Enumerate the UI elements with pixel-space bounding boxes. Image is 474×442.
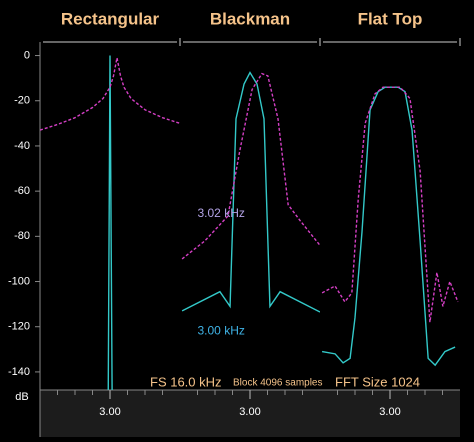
y-tick-label: -140 — [8, 366, 30, 378]
footer-text: FFT Size 1024 — [335, 374, 420, 389]
series-line — [321, 86, 456, 367]
panel-title: Flat Top — [358, 9, 423, 28]
footer-text: Block 4096 samples — [233, 378, 323, 389]
series-line — [107, 55, 113, 390]
x-tick-label: 3.00 — [99, 406, 120, 418]
x-tick-label: 3.00 — [239, 406, 260, 418]
series-line — [321, 86, 459, 323]
y-tick-label: -100 — [8, 275, 30, 287]
y-tick-label: 0 — [24, 49, 30, 61]
y-tick-label: -120 — [8, 321, 30, 333]
y-tick-label: -60 — [14, 185, 30, 197]
panel-title: Rectangular — [61, 9, 160, 28]
plot-area — [40, 55, 180, 390]
series-line — [181, 72, 320, 260]
footer-text: FS 16.0 kHz — [150, 374, 222, 389]
series-line — [40, 57, 180, 131]
plot-area — [321, 86, 459, 367]
y-axis-label: dB — [15, 391, 28, 403]
y-tick-label: -20 — [14, 95, 30, 107]
x-tick-label: 3.00 — [379, 406, 400, 418]
y-tick-label: -40 — [14, 140, 30, 152]
y-tick-label: -80 — [14, 230, 30, 242]
panel-title: Blackman — [210, 9, 290, 28]
annotation: 3.02 kHz — [198, 206, 245, 220]
series-line — [181, 71, 320, 313]
annotation: 3.00 kHz — [198, 323, 245, 337]
plot-area — [181, 71, 320, 313]
